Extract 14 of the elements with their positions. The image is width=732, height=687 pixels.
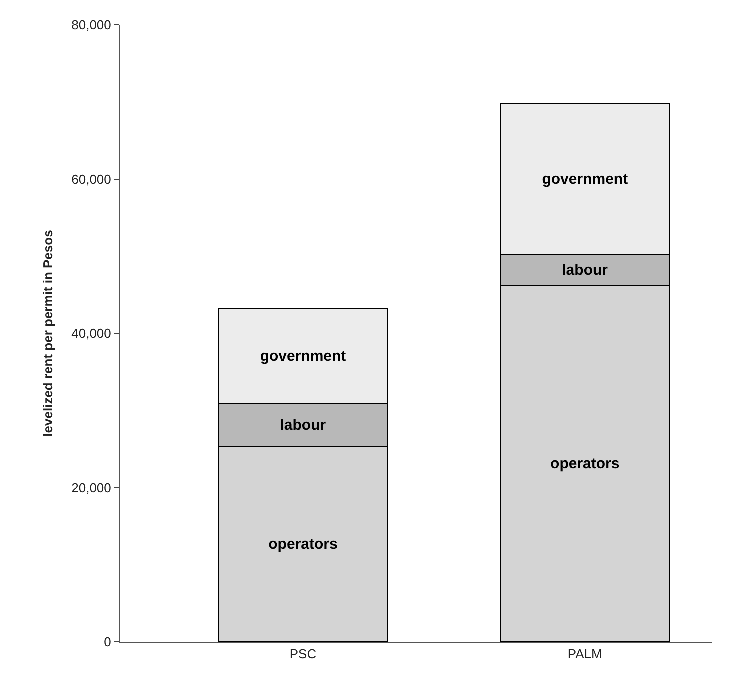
y-tick-label: 40,000 <box>72 326 112 342</box>
series-label: labour <box>562 262 608 279</box>
y-tick-label: 0 <box>104 634 112 650</box>
series-label: government <box>260 348 346 365</box>
text: operators <box>268 536 338 553</box>
x-tick-label: PSC <box>290 646 317 662</box>
series-label: operators <box>550 455 620 472</box>
x-tick-label: PALM <box>568 646 602 662</box>
y-axis-title: levelized rent per permit in Pesos <box>40 230 56 437</box>
text: government <box>542 170 628 188</box>
y-tick-label: 60,000 <box>72 172 112 187</box>
text: labour <box>280 416 326 434</box>
y-tick-label: 80,000 <box>72 18 112 33</box>
y-tick-label: 20,000 <box>72 480 112 496</box>
